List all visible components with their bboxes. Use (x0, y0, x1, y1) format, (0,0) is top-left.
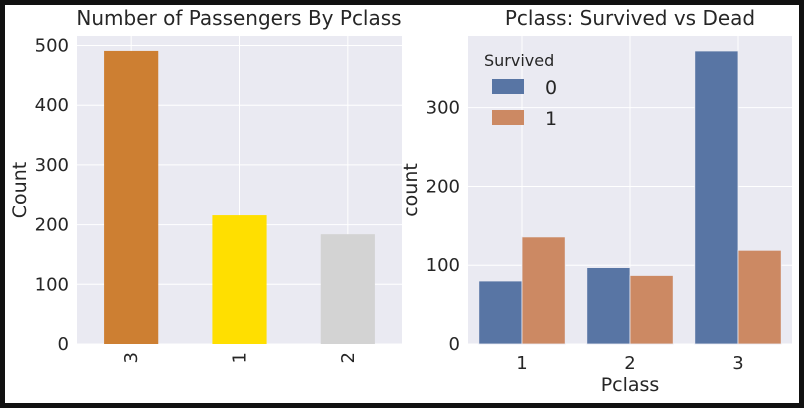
y-axis-label-right: count (400, 163, 422, 217)
yticks-left: 0 100 200 300 400 500 (35, 36, 69, 355)
y-tick-label: 200 (426, 176, 460, 197)
bar-series-1 (629, 275, 674, 345)
xticks-right: 1 2 3 (516, 353, 743, 374)
y-tick-label: 100 (426, 255, 460, 276)
y-tick-label: 100 (35, 274, 69, 295)
bar (212, 215, 267, 344)
bars-left (104, 50, 375, 344)
x-axis-label-right: Pclass (601, 374, 660, 396)
y-tick-label: 500 (35, 36, 69, 57)
y-tick-label: 0 (449, 334, 460, 355)
x-tick-label: 3 (732, 353, 743, 374)
legend-label-0: 0 (545, 77, 557, 99)
x-tick-label: 2 (624, 353, 635, 374)
bar (104, 50, 159, 344)
y-tick-label: 300 (426, 98, 460, 119)
legend-title: Survived (484, 51, 554, 70)
legend: Survived 0 1 (484, 51, 557, 130)
bar-series-0 (694, 50, 739, 345)
y-tick-label: 0 (58, 334, 69, 355)
legend-swatch-1 (492, 110, 524, 125)
yticks-right: 0 100 200 300 (426, 98, 460, 355)
x-tick-label: 2 (338, 352, 359, 363)
legend-label-1: 1 (545, 108, 557, 130)
bar-series-0 (478, 280, 523, 345)
x-tick-label: 1 (516, 353, 527, 374)
chart-title-left: Number of Passengers By Pclass (76, 6, 401, 30)
bar-series-1 (521, 236, 566, 345)
y-axis-label-left: Count (9, 162, 31, 218)
y-tick-label: 300 (35, 155, 69, 176)
legend-swatch-0 (492, 79, 524, 94)
xticks-left: 3 1 2 (121, 352, 359, 363)
bar-series-1 (737, 249, 782, 345)
bars-right (478, 50, 782, 345)
chart-title-right: Pclass: Survived vs Dead (505, 6, 755, 30)
chart-left: 0 100 200 300 400 500 3 1 2 Number of Passenger… (9, 6, 402, 363)
bar-series-0 (586, 267, 631, 345)
x-tick-label: 1 (230, 352, 251, 363)
y-tick-label: 400 (35, 95, 69, 116)
y-tick-label: 200 (35, 215, 69, 236)
bar (320, 234, 375, 344)
x-tick-label: 3 (121, 352, 142, 363)
